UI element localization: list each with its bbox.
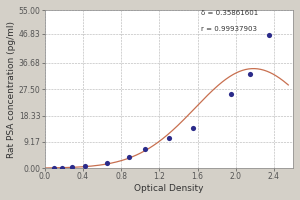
Point	[69, 166, 74, 169]
Point	[190, 126, 195, 130]
Point	[82, 164, 87, 167]
Point	[142, 148, 147, 151]
Point	[267, 33, 272, 36]
Point	[60, 166, 64, 169]
Point	[167, 136, 171, 140]
Point	[104, 161, 109, 165]
X-axis label: Optical Density: Optical Density	[134, 184, 204, 193]
Point	[248, 72, 253, 75]
Y-axis label: Rat PSA concentration (pg/ml): Rat PSA concentration (pg/ml)	[7, 21, 16, 158]
Point	[52, 166, 57, 170]
Point	[229, 92, 233, 95]
Text: r = 0.99937903: r = 0.99937903	[201, 26, 257, 32]
Point	[126, 156, 131, 159]
Text: δ = 0.35861601: δ = 0.35861601	[201, 10, 258, 16]
